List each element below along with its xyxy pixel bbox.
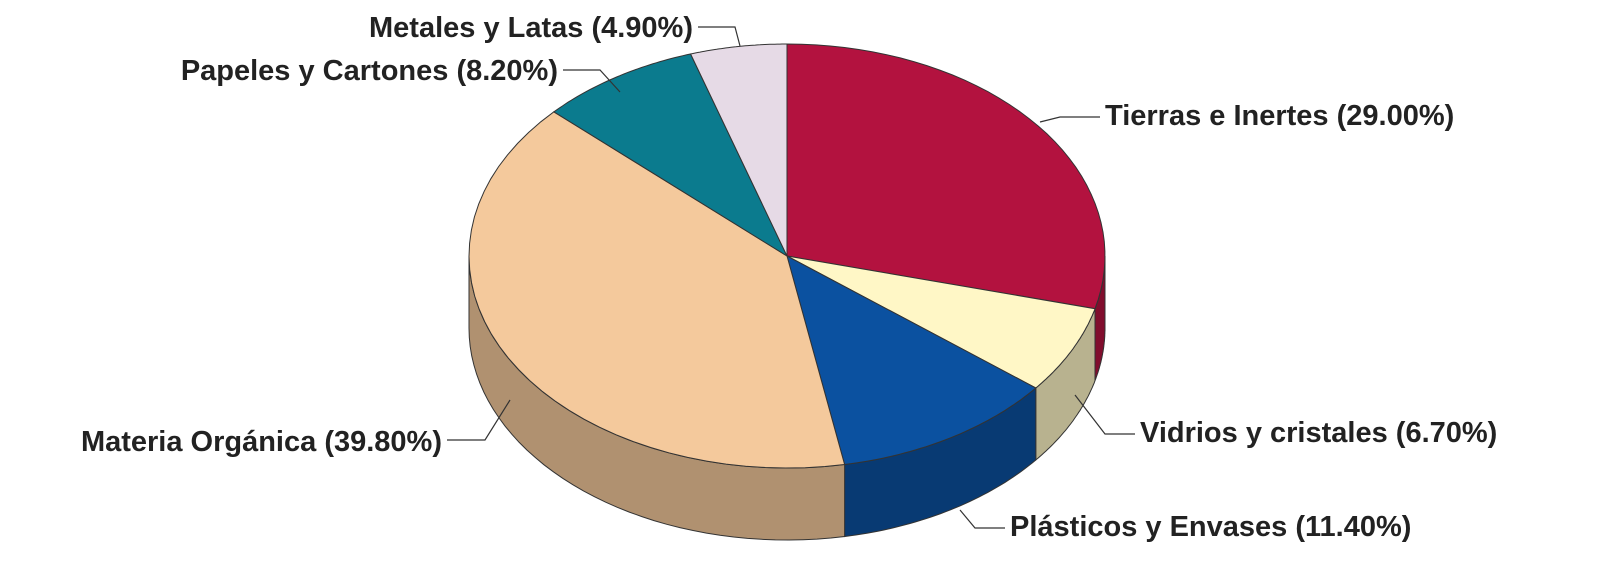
value-label: (8.20%) (456, 55, 558, 87)
slice-label: Plásticos y Envases (11.40%) (1010, 511, 1411, 543)
pie-slice (786, 255, 1096, 389)
category-name: Vidrios y cristales (1140, 417, 1388, 449)
category-name: Papeles y Cartones (181, 55, 449, 87)
value-label: (39.80%) (324, 426, 442, 458)
slice-label: Materia Orgánica (39.80%) (81, 426, 442, 458)
slice-label: Papeles y Cartones (8.20%) (181, 55, 558, 87)
leader-line (447, 399, 511, 441)
slice-label: Tierras e Inertes (29.00%) (1105, 100, 1454, 132)
leader-line (1074, 394, 1135, 435)
category-name: Tierras e Inertes (1105, 100, 1329, 132)
pie-slice (786, 255, 1037, 466)
pie-slice (786, 43, 1106, 310)
category-name: Metales y Latas (369, 12, 583, 44)
value-label: (4.90%) (591, 12, 693, 44)
leader-line (698, 26, 741, 47)
pie-slice (552, 53, 789, 258)
category-name: Materia Orgánica (81, 426, 317, 458)
pie-slice (468, 111, 846, 469)
value-label: (11.40%) (1295, 511, 1411, 543)
category-name: Plásticos y Envases (1010, 511, 1287, 543)
leader-line (563, 69, 621, 93)
slice-label: Vidrios y cristales (6.70%) (1140, 417, 1497, 449)
slice-label: Metales y Latas (4.90%) (369, 12, 693, 44)
leader-line (959, 509, 1005, 529)
leader-line (1039, 116, 1100, 123)
pie-slice (689, 43, 788, 257)
value-label: (29.00%) (1337, 100, 1455, 132)
value-label: (6.70%) (1396, 417, 1498, 449)
